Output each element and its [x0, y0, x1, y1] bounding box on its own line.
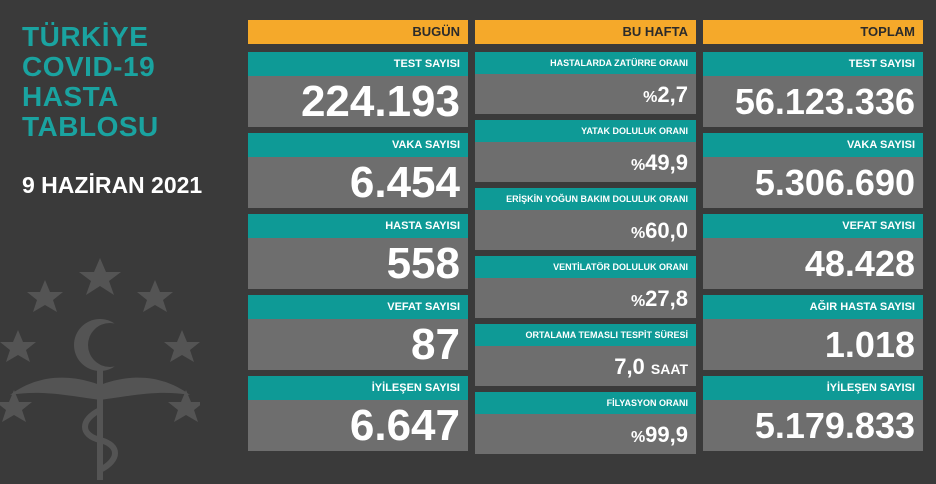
- stat-label: AĞIR HASTA SAYISI: [703, 295, 923, 319]
- stat-value: %60,0: [475, 210, 696, 250]
- stat-label: HASTA SAYISI: [248, 214, 468, 238]
- bed-occupancy-card: YATAK DOLULUK ORANI %49,9: [475, 120, 696, 182]
- stat-value: 6.647: [248, 400, 468, 451]
- stat-label: VEFAT SAYISI: [248, 295, 468, 319]
- contact-tracing-time-card: ORTALAMA TEMASLI TESPİT SÜRESİ 7,0 SAAT: [475, 324, 696, 386]
- total-column: TOPLAM TEST SAYISI 56.123.336 VAKA SAYIS…: [703, 20, 923, 457]
- stat-label: TEST SAYISI: [248, 52, 468, 76]
- week-heading: BU HAFTA: [475, 20, 696, 44]
- stat-value: 5.306.690: [703, 157, 923, 208]
- stat-label: VAKA SAYISI: [703, 133, 923, 157]
- total-recovered-card: İYİLEŞEN SAYISI 5.179.833: [703, 376, 923, 451]
- total-heading: TOPLAM: [703, 20, 923, 44]
- stat-unit: SAAT: [650, 361, 688, 377]
- stat-number: 2,7: [657, 82, 688, 107]
- stat-label: FİLYASYON ORANI: [475, 392, 696, 414]
- stat-label: HASTALARDA ZATÜRRE ORANI: [475, 52, 696, 74]
- stat-number: 60,0: [645, 218, 688, 243]
- ventilator-occupancy-card: VENTİLATÖR DOLULUK ORANI %27,8: [475, 256, 696, 318]
- ministry-of-health-emblem-icon: [0, 258, 200, 480]
- stat-label: ORTALAMA TEMASLI TESPİT SÜRESİ: [475, 324, 696, 346]
- stat-value: 48.428: [703, 238, 923, 289]
- percent-sign: %: [630, 157, 646, 174]
- stat-number: 7,0: [614, 354, 645, 379]
- pneumonia-rate-card: HASTALARDA ZATÜRRE ORANI %2,7: [475, 52, 696, 114]
- today-recovered-card: İYİLEŞEN SAYISI 6.647: [248, 376, 468, 451]
- today-column: BUGÜN TEST SAYISI 224.193 VAKA SAYISI 6.…: [248, 20, 468, 457]
- title-line: HASTA: [22, 81, 119, 112]
- stat-label: VENTİLATÖR DOLULUK ORANI: [475, 256, 696, 278]
- today-heading: BUGÜN: [248, 20, 468, 44]
- stat-label: TEST SAYISI: [703, 52, 923, 76]
- stat-value: 558: [248, 238, 468, 289]
- today-case-card: VAKA SAYISI 6.454: [248, 133, 468, 208]
- today-patient-card: HASTA SAYISI 558: [248, 214, 468, 289]
- stat-number: 27,8: [645, 286, 688, 311]
- stat-label: İYİLEŞEN SAYISI: [248, 376, 468, 400]
- week-column: BU HAFTA HASTALARDA ZATÜRRE ORANI %2,7 Y…: [475, 20, 696, 460]
- stat-value: %27,8: [475, 278, 696, 318]
- title-line: COVID-19: [22, 51, 156, 82]
- stat-value: 6.454: [248, 157, 468, 208]
- percent-sign: %: [643, 89, 658, 106]
- stat-value: %99,9: [475, 414, 696, 454]
- stat-value: %49,9: [475, 142, 696, 182]
- stat-label: VAKA SAYISI: [248, 133, 468, 157]
- stat-label: ERİŞKİN YOĞUN BAKIM DOLULUK ORANI: [475, 188, 696, 210]
- total-death-card: VEFAT SAYISI 48.428: [703, 214, 923, 289]
- today-test-card: TEST SAYISI 224.193: [248, 52, 468, 127]
- total-test-card: TEST SAYISI 56.123.336: [703, 52, 923, 127]
- filiation-rate-card: FİLYASYON ORANI %99,9: [475, 392, 696, 454]
- page-title: TÜRKİYE COVID-19 HASTA TABLOSU: [22, 22, 159, 142]
- stat-value: 7,0 SAAT: [475, 346, 696, 386]
- stat-value: 5.179.833: [703, 400, 923, 451]
- stat-value: %2,7: [475, 74, 696, 114]
- stat-value: 1.018: [703, 319, 923, 370]
- stat-value: 87: [248, 319, 468, 370]
- title-line: TABLOSU: [22, 111, 159, 142]
- percent-sign: %: [630, 225, 646, 242]
- stat-label: İYİLEŞEN SAYISI: [703, 376, 923, 400]
- stat-label: VEFAT SAYISI: [703, 214, 923, 238]
- today-death-card: VEFAT SAYISI 87: [248, 295, 468, 370]
- stat-number: 99,9: [645, 422, 688, 447]
- stat-value: 224.193: [248, 76, 468, 127]
- total-severe-card: AĞIR HASTA SAYISI 1.018: [703, 295, 923, 370]
- total-case-card: VAKA SAYISI 5.306.690: [703, 133, 923, 208]
- icu-occupancy-card: ERİŞKİN YOĞUN BAKIM DOLULUK ORANI %60,0: [475, 188, 696, 250]
- stat-value: 56.123.336: [703, 76, 923, 127]
- percent-sign: %: [630, 293, 646, 310]
- stat-number: 49,9: [645, 150, 688, 175]
- report-date: 9 HAZİRAN 2021: [22, 172, 203, 198]
- title-line: TÜRKİYE: [22, 21, 149, 52]
- stat-label: YATAK DOLULUK ORANI: [475, 120, 696, 142]
- percent-sign: %: [630, 429, 646, 446]
